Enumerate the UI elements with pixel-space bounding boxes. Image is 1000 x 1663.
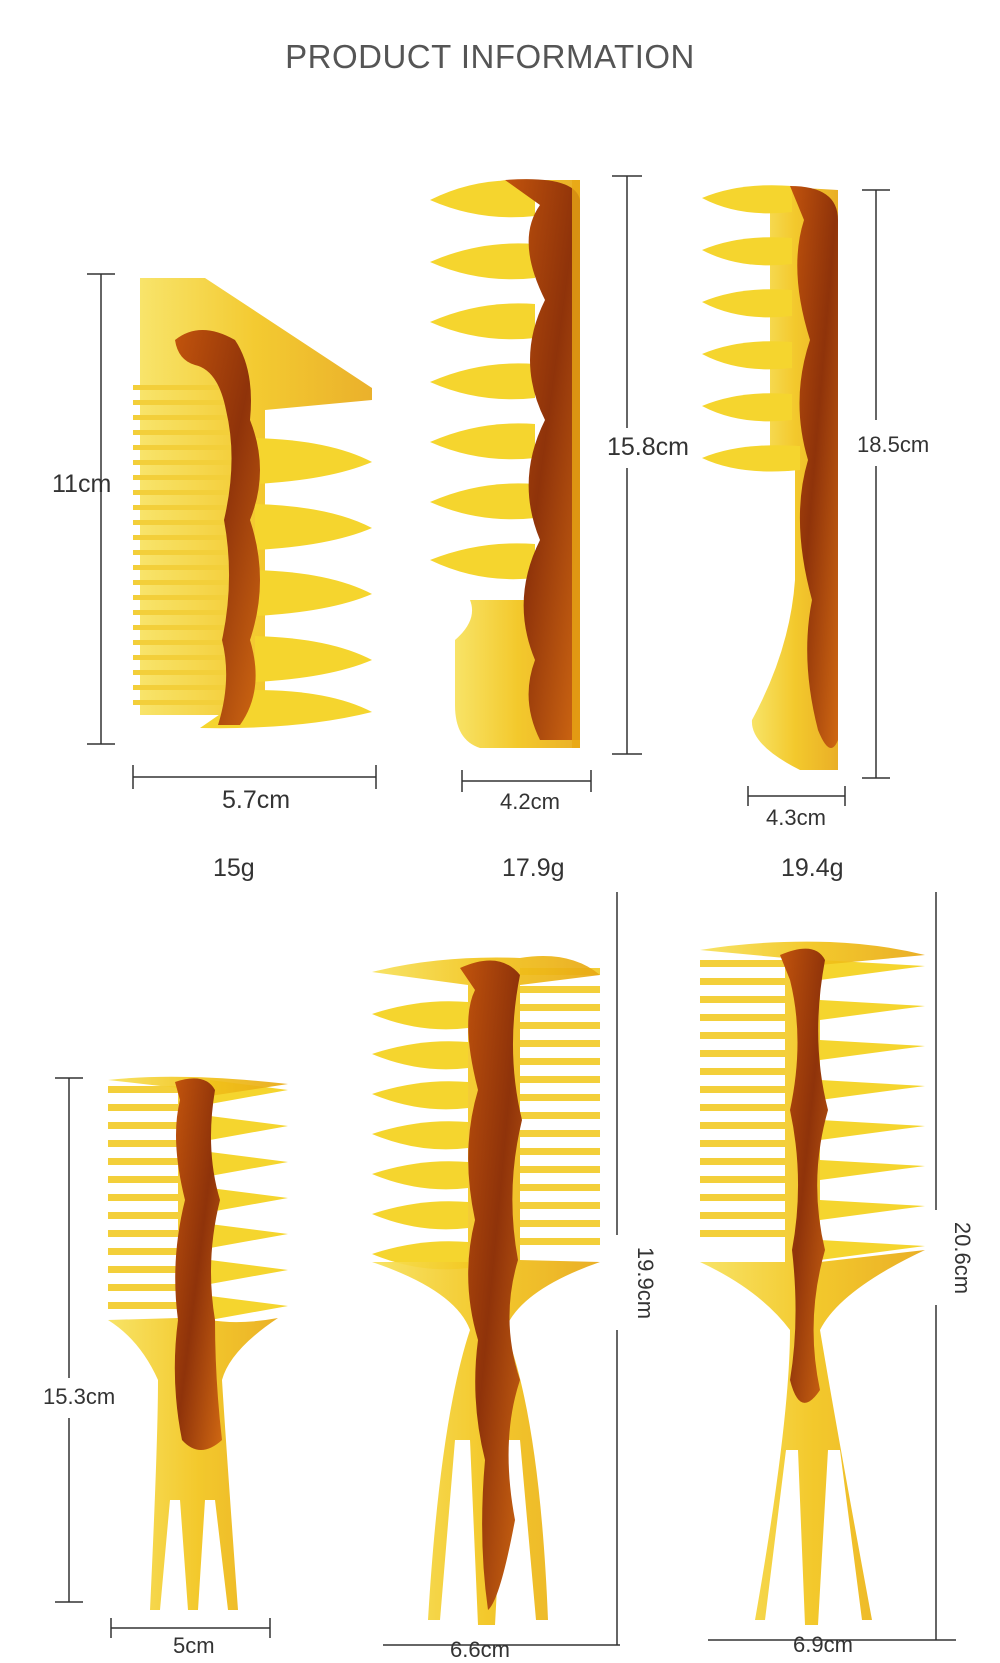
comb-5-height-label: 19.9cm xyxy=(633,1246,658,1320)
bottom-dimension-lines xyxy=(55,892,956,1646)
comb-4-image xyxy=(108,1076,288,1610)
comb-2-weight-label: 17.9g xyxy=(502,854,565,882)
comb-1-image xyxy=(133,278,372,729)
comb-3-image xyxy=(702,185,838,770)
comb-6-width-label: 6.9cm xyxy=(793,1632,853,1657)
comb-4-height-label: 15.3cm xyxy=(43,1384,116,1409)
comb-4-width-label: 5cm xyxy=(173,1633,215,1658)
comb-2-width-label: 4.2cm xyxy=(500,789,560,814)
comb-1-width-label: 5.7cm xyxy=(222,786,291,814)
comb-3-weight-label: 19.4g xyxy=(781,854,844,882)
comb-5-width-label: 6.6cm xyxy=(450,1637,510,1662)
comb-2-image xyxy=(430,179,580,748)
comb-3-width-label: 4.3cm xyxy=(766,805,826,830)
comb-2-height-label: 15.8cm xyxy=(607,433,689,461)
comb-1-height-label: 11cm xyxy=(52,470,112,498)
comb-5-image xyxy=(372,956,600,1625)
comb-1-weight-label: 15g xyxy=(213,854,255,882)
top-dimension-lines xyxy=(87,175,890,806)
page-title: PRODUCT INFORMATION xyxy=(285,38,695,75)
comb-3-height-label: 18.5cm xyxy=(857,432,930,457)
comb-6-image xyxy=(700,941,925,1625)
comb-6-height-label: 20.6cm xyxy=(950,1221,975,1295)
